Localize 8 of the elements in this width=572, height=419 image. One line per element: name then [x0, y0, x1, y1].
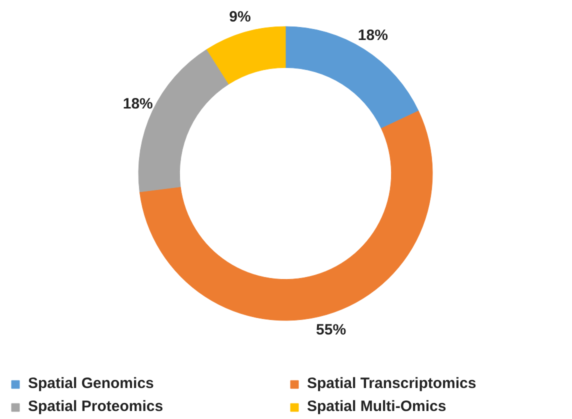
legend-label: Spatial Genomics — [28, 375, 155, 392]
data-label: 55% — [316, 322, 346, 339]
data-label: 18% — [122, 96, 153, 113]
data-label: 9% — [229, 8, 251, 26]
legend-label: Spatial Proteomics — [28, 398, 164, 415]
data-label: 18% — [358, 27, 388, 44]
legend-label: Spatial Transcriptomics — [307, 375, 478, 392]
legend-label: Spatial Multi-Omics — [307, 398, 448, 415]
